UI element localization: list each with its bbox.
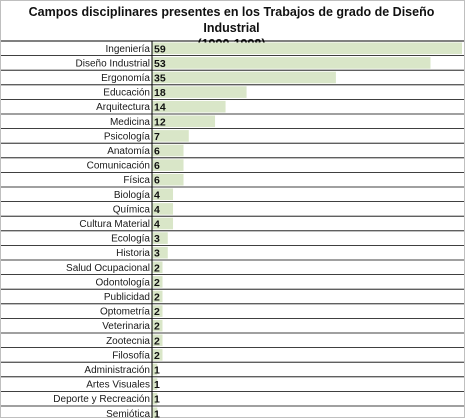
value-label: 35: [154, 73, 166, 85]
bar-educación: [152, 86, 247, 98]
bar-zootecnia: [152, 334, 163, 347]
value-label: 4: [154, 204, 160, 216]
bar-historia: [152, 246, 168, 259]
bar-química: [152, 203, 174, 215]
bar-salud-ocupacional: [152, 261, 163, 274]
bar-comunicación: [152, 159, 184, 171]
category-label: Publicidad: [104, 292, 150, 303]
bar-arquitectura: [152, 100, 226, 113]
category-label: Ergonomía: [101, 73, 150, 84]
bar-odontología: [152, 276, 163, 288]
bar-biología: [152, 188, 174, 201]
category-label: Veterinaria: [102, 321, 150, 332]
value-label: 18: [154, 87, 166, 99]
value-label: 2: [154, 277, 160, 289]
category-label: Anatomía: [107, 146, 150, 157]
value-label: 14: [154, 102, 166, 114]
bar-semiótica: [152, 407, 158, 418]
category-label: Deporte y Recreación: [53, 394, 150, 405]
category-label: Odontología: [96, 277, 151, 288]
value-label: 3: [154, 248, 160, 260]
category-label: Optometría: [100, 307, 150, 318]
value-label: 1: [154, 408, 160, 418]
category-label: Cultura Material: [79, 219, 150, 230]
category-label: Salud Ocupacional: [66, 263, 150, 274]
value-label: 1: [154, 394, 160, 406]
value-label: 2: [154, 292, 160, 304]
bar-artes-visuales: [152, 378, 158, 390]
category-label: Historia: [116, 248, 150, 259]
bar-ergonomía: [152, 71, 336, 84]
category-label: Ecología: [111, 234, 150, 245]
bar-anatomía: [152, 144, 184, 157]
category-label: Arquitectura: [96, 102, 150, 113]
bar-ecología: [152, 232, 168, 244]
value-label: 2: [154, 350, 160, 362]
value-label: 6: [154, 160, 160, 172]
category-label: Educación: [103, 88, 150, 99]
bar-publicidad: [152, 290, 163, 303]
bar-física: [152, 173, 184, 186]
category-label: Artes Visuales: [86, 380, 150, 391]
bar-deporte-y-recreación: [152, 392, 158, 405]
value-label: 2: [154, 321, 160, 333]
value-label: 53: [154, 58, 166, 70]
value-label: 4: [154, 189, 160, 201]
value-label: 12: [154, 116, 166, 128]
bar-diseño-industrial: [152, 57, 431, 69]
value-label: 1: [154, 379, 160, 391]
category-label: Biología: [114, 190, 151, 201]
value-label: 1: [154, 365, 160, 377]
category-label: Administración: [84, 365, 150, 376]
bar-administración: [152, 363, 158, 376]
value-label: 4: [154, 219, 160, 231]
category-label: Ingeniería: [106, 44, 151, 55]
bar-filosofía: [152, 349, 163, 361]
value-label: 59: [154, 43, 166, 55]
category-label: Química: [113, 204, 151, 215]
category-label: Comunicación: [87, 161, 150, 172]
value-label: 6: [154, 175, 160, 187]
category-label: Filosofía: [112, 350, 150, 361]
category-label: Psicología: [104, 131, 151, 142]
value-label: 2: [154, 262, 160, 274]
value-label: 7: [154, 131, 160, 143]
category-label: Semiótica: [106, 409, 150, 418]
bar-medicina: [152, 115, 216, 128]
bar-veterinaria: [152, 319, 163, 332]
category-label: Diseño Industrial: [76, 58, 150, 69]
category-label: Zootecnia: [106, 336, 150, 347]
bar-psicología: [152, 130, 189, 142]
bar-cultura-material: [152, 217, 174, 230]
value-label: 2: [154, 335, 160, 347]
category-label: Medicina: [110, 117, 150, 128]
value-label: 2: [154, 306, 160, 318]
value-label: 6: [154, 146, 160, 158]
chart-title-line1: Campos disciplinares presentes en los Tr…: [28, 5, 435, 35]
bar-optometría: [152, 305, 163, 317]
value-label: 3: [154, 233, 160, 245]
category-label: Física: [123, 175, 150, 186]
bar-ingeniería: [152, 42, 462, 55]
